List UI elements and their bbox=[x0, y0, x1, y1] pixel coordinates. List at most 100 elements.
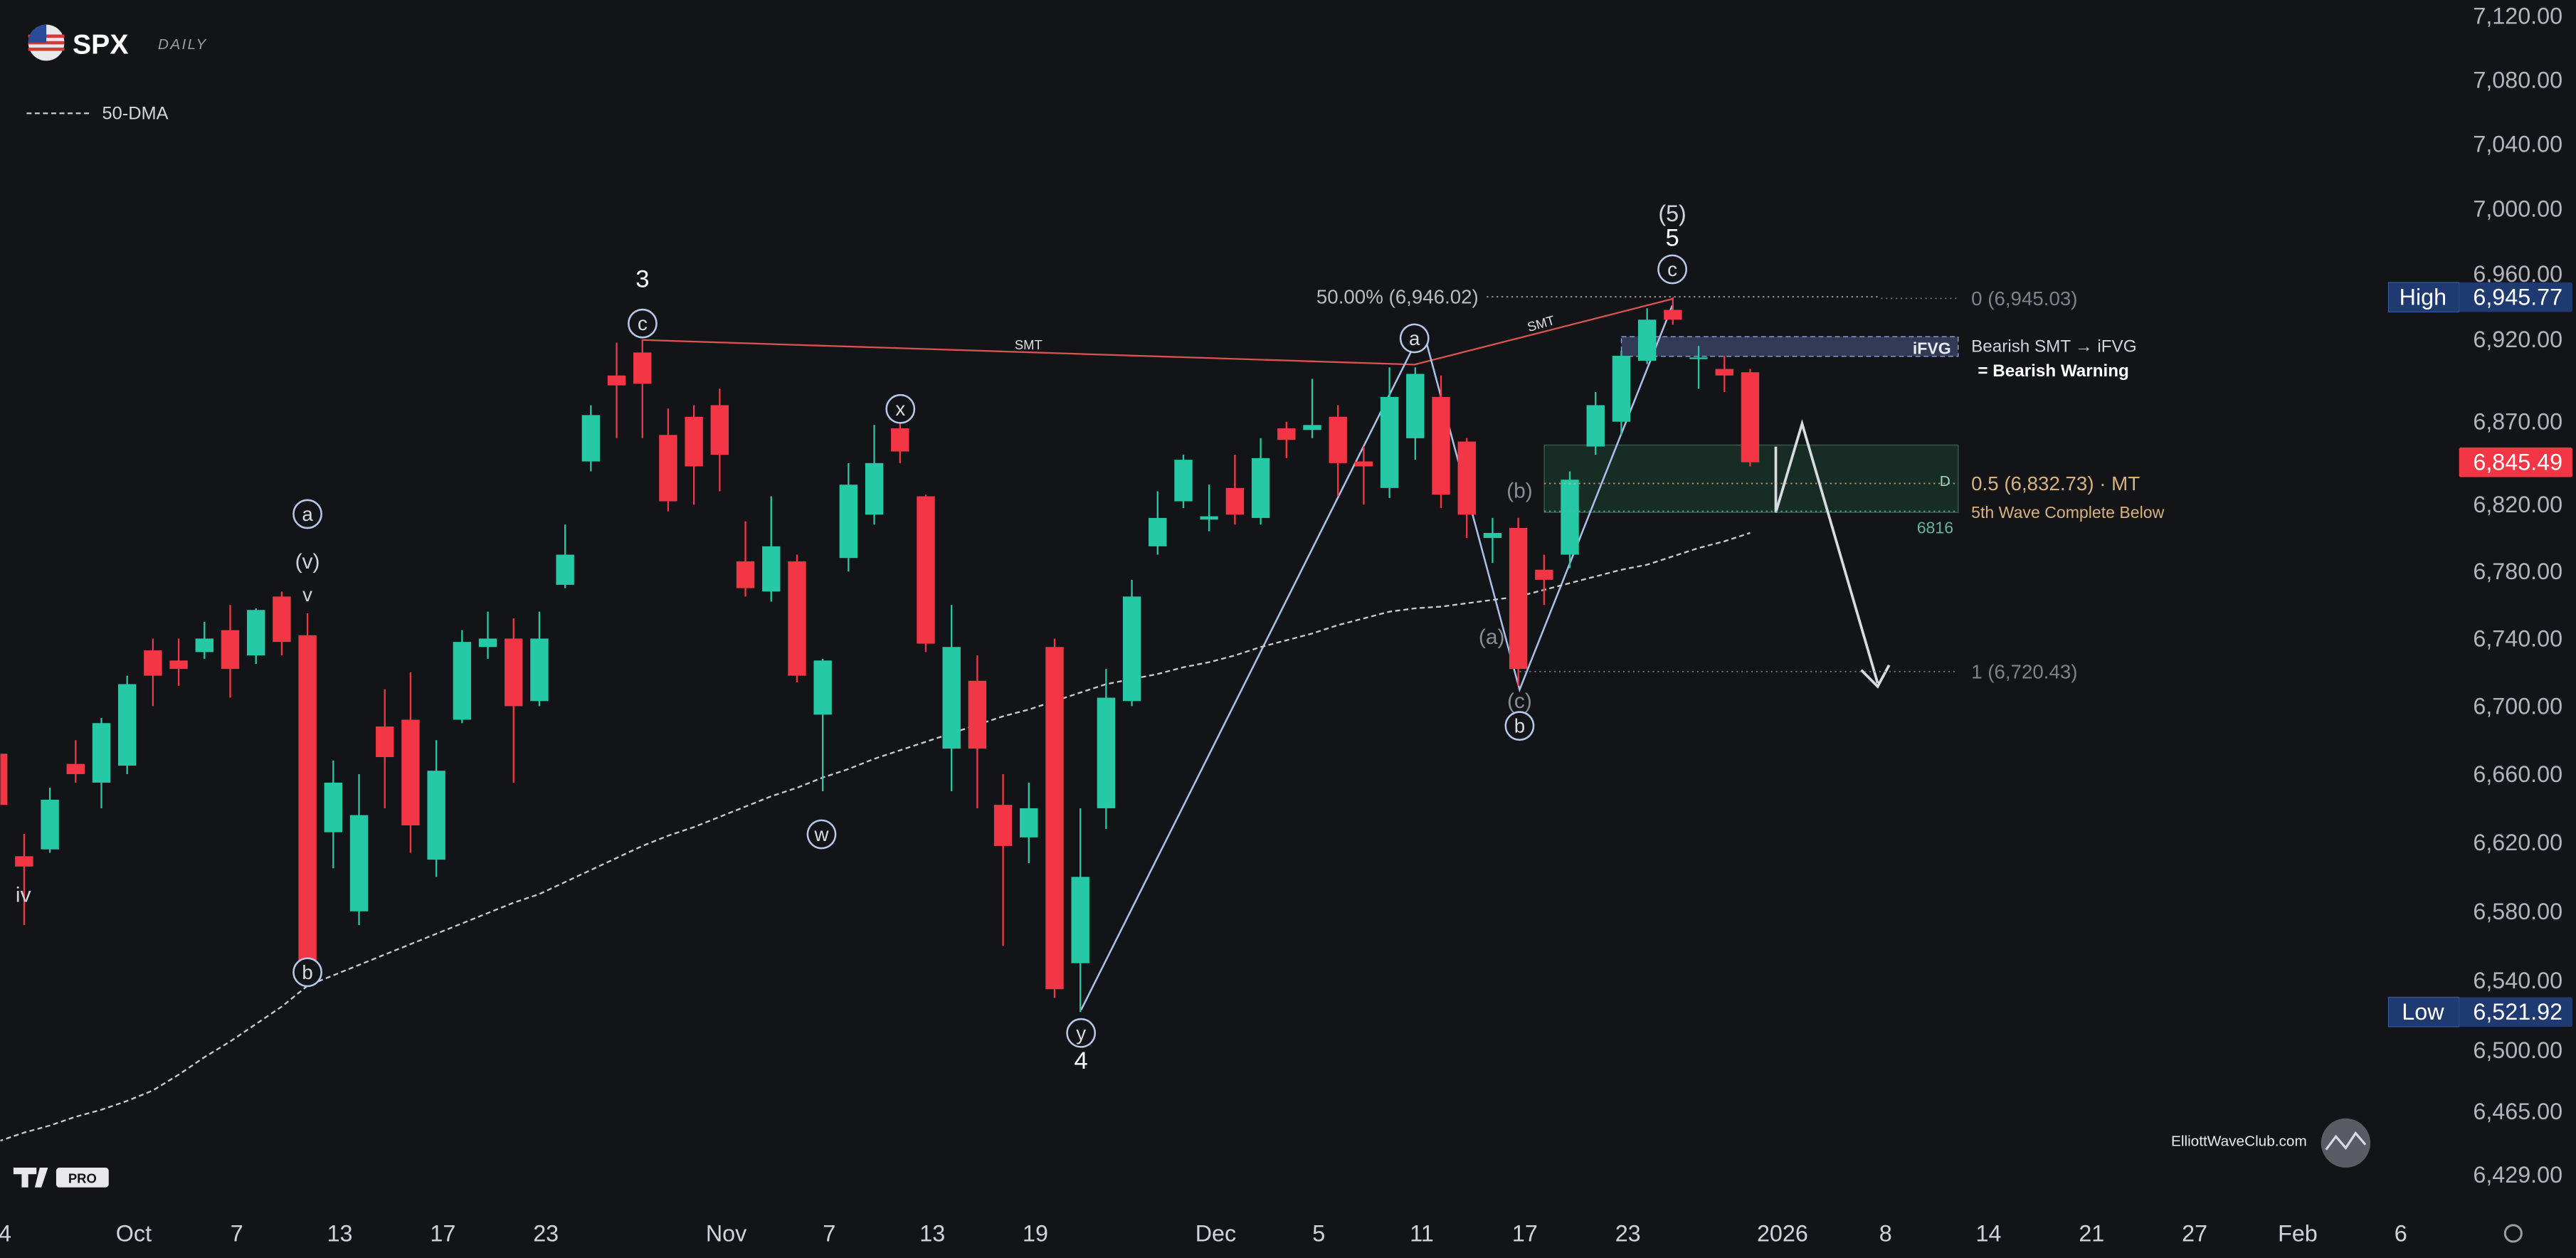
annotation: ElliottWaveClub.com bbox=[2171, 1133, 2307, 1150]
x-tick-label: 17 bbox=[430, 1220, 455, 1246]
x-tick-label: 4 bbox=[0, 1220, 11, 1246]
candle-body bbox=[92, 723, 111, 783]
candle-body bbox=[891, 428, 909, 452]
wave-label-circle bbox=[628, 308, 658, 339]
candle-body bbox=[505, 638, 523, 707]
x-tick-label: Oct bbox=[116, 1220, 152, 1246]
wave-label: a bbox=[1409, 327, 1420, 349]
x-tick-label: 6 bbox=[2395, 1220, 2407, 1246]
candle-body bbox=[221, 630, 240, 670]
y-tick-label: 6,820.00 bbox=[2473, 492, 2562, 517]
level-label: 0.5 (6,832.73) · MT bbox=[1971, 472, 2140, 495]
candle-body bbox=[118, 684, 137, 766]
wave-label: c bbox=[1667, 258, 1677, 280]
wave-label: x bbox=[895, 398, 905, 420]
candle-body bbox=[607, 375, 626, 386]
x-tick-label: 13 bbox=[327, 1220, 353, 1246]
candle-body bbox=[1637, 319, 1657, 361]
candle-body bbox=[1174, 460, 1193, 502]
ifvg-zone bbox=[1620, 336, 1959, 357]
candle-body bbox=[581, 415, 601, 462]
candle-body bbox=[0, 754, 8, 805]
annotation: (c) bbox=[1507, 689, 1532, 713]
wave-label: w bbox=[814, 823, 830, 845]
y-tick-label: 6,580.00 bbox=[2473, 899, 2562, 924]
x-tick-label: 7 bbox=[823, 1220, 835, 1246]
x-tick-label: 21 bbox=[2079, 1220, 2104, 1246]
y-tick-label: 6,920.00 bbox=[2473, 327, 2562, 352]
candle-body bbox=[349, 815, 369, 911]
price-tag-name: High bbox=[2400, 285, 2446, 310]
level-label: 6816 bbox=[1917, 519, 1953, 537]
x-tick-label: 2026 bbox=[1757, 1220, 1808, 1246]
annotation: 3 bbox=[635, 265, 649, 292]
candle-body bbox=[633, 352, 652, 384]
price-tag-name: Low bbox=[2402, 999, 2444, 1025]
x-tick-label: Dec bbox=[1195, 1220, 1236, 1246]
legend-label: 50-DMA bbox=[102, 103, 169, 123]
candle-body bbox=[1586, 405, 1605, 447]
candle-body bbox=[1045, 647, 1064, 990]
annotation: (b) bbox=[1506, 480, 1533, 503]
wave-label: a bbox=[302, 503, 313, 525]
level-label: 50.00% (6,946.02) bbox=[1316, 286, 1479, 308]
candle-body bbox=[1071, 877, 1089, 963]
y-tick-label: 6,700.00 bbox=[2473, 693, 2562, 719]
level-label: 1 (6,720.43) bbox=[1971, 660, 2077, 682]
candle-body bbox=[1689, 357, 1708, 359]
candle-body bbox=[942, 647, 961, 749]
y-tick-label: 7,080.00 bbox=[2473, 67, 2562, 92]
candle-body bbox=[1225, 487, 1245, 515]
y-tick-label: 6,870.00 bbox=[2473, 409, 2562, 435]
x-tick-label: 5 bbox=[1312, 1220, 1325, 1246]
tv-logo bbox=[13, 1168, 109, 1188]
level-label: 0 (6,945.03) bbox=[1971, 287, 2077, 310]
y-tick-label: 6,620.00 bbox=[2473, 830, 2562, 855]
y-tick-label: 6,429.00 bbox=[2473, 1162, 2562, 1188]
wave-label-circle bbox=[1066, 1018, 1097, 1048]
candle-body bbox=[169, 660, 188, 670]
symbol: SPX bbox=[73, 28, 128, 60]
wave-label-circle bbox=[1399, 323, 1430, 354]
y-tick-label: 6,660.00 bbox=[2473, 761, 2562, 787]
candle-body bbox=[195, 638, 213, 652]
candle-body bbox=[1020, 808, 1038, 837]
y-tick-label: 7,040.00 bbox=[2473, 132, 2562, 157]
candle-body bbox=[41, 799, 59, 850]
candle-body bbox=[1457, 441, 1476, 515]
annotation: Bearish SMT → iFVG bbox=[1971, 337, 2136, 356]
price-tag-label: 6,521.92 bbox=[2473, 999, 2562, 1025]
candle-body bbox=[556, 554, 574, 585]
annotation: SMT bbox=[1015, 337, 1042, 352]
candle-body bbox=[1483, 533, 1502, 539]
wave-label-circle bbox=[885, 393, 916, 424]
x-tick-label: 23 bbox=[1615, 1220, 1641, 1246]
annotation: = Bearish Warning bbox=[1978, 361, 2128, 381]
annotation: D bbox=[1940, 473, 1951, 490]
y-tick-label: 6,780.00 bbox=[2473, 559, 2562, 584]
candle-body bbox=[1741, 372, 1760, 462]
candle-body bbox=[1200, 516, 1218, 520]
candle-body bbox=[659, 435, 677, 502]
x-tick-label: 14 bbox=[1976, 1220, 2002, 1246]
candle-body bbox=[530, 638, 549, 702]
settings-icon[interactable] bbox=[2503, 1224, 2523, 1243]
wave-label-circle bbox=[1504, 711, 1535, 741]
candle-body bbox=[1509, 527, 1528, 670]
candle-body bbox=[298, 635, 317, 967]
candle-body bbox=[1380, 396, 1399, 488]
annotation: 5 bbox=[1665, 225, 1679, 252]
candle-body bbox=[1122, 596, 1141, 702]
y-tick-label: 7,000.00 bbox=[2473, 196, 2562, 222]
watermark-logo bbox=[2321, 1118, 2371, 1168]
x-tick-label: 23 bbox=[533, 1220, 559, 1246]
candle-body bbox=[968, 680, 987, 749]
candle-body bbox=[15, 856, 33, 867]
candle-body bbox=[1664, 310, 1682, 320]
wave-label-circle bbox=[292, 957, 322, 988]
candle-body bbox=[788, 561, 806, 676]
candle-body bbox=[813, 660, 832, 715]
x-tick-label: 11 bbox=[1410, 1220, 1434, 1246]
